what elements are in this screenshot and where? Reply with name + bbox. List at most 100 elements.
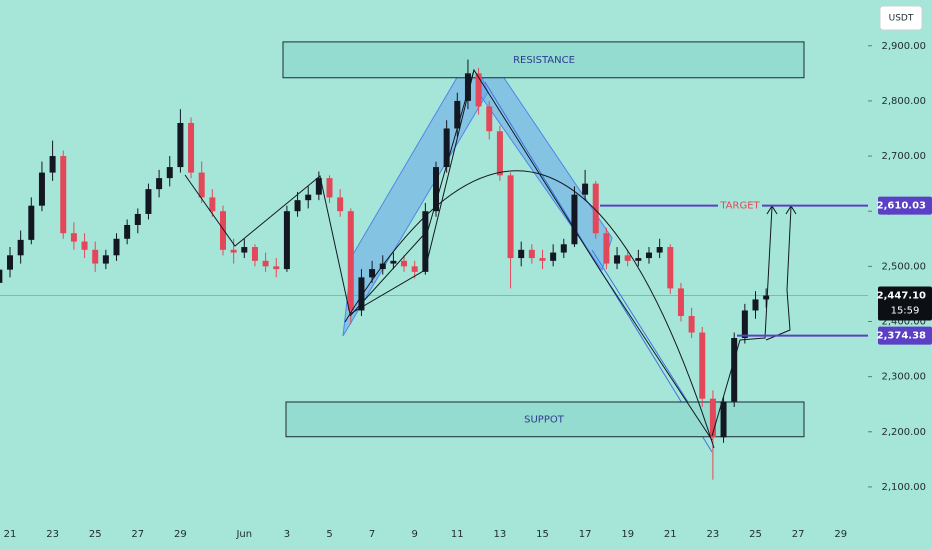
y-tick-label: 2,100.00 (881, 482, 926, 493)
x-tick-label: 21 (664, 529, 677, 540)
x-tick-label: 9 (412, 529, 418, 540)
candle-body (294, 200, 301, 212)
candle-body (614, 255, 621, 264)
candle-body (0, 269, 3, 283)
y-tick-label: 2,200.00 (881, 427, 926, 438)
candle-body (528, 249, 535, 259)
candle-body (145, 189, 152, 214)
candle-body (379, 263, 386, 270)
zone-label: SUPPOT (524, 414, 565, 425)
candle-body (326, 178, 333, 198)
candle-body (699, 332, 706, 399)
x-tick-label: 11 (451, 529, 464, 540)
currency: USDT (889, 14, 914, 24)
x-tick-label: 27 (792, 529, 805, 540)
candle-body (209, 197, 216, 212)
level-label-bg (718, 198, 762, 213)
candle-body (688, 315, 695, 333)
candle-body (166, 167, 173, 179)
candle-body (560, 244, 567, 253)
candle-body (220, 211, 226, 250)
y-tick-label: 2,400.00 (881, 316, 926, 327)
candle-body (124, 224, 131, 239)
zone (285, 401, 805, 438)
zigzag (349, 69, 475, 317)
x-tick-label: 23 (46, 529, 59, 540)
candle-body (571, 194, 578, 245)
candle-body (646, 252, 652, 259)
level-price-box (878, 326, 932, 345)
y-tick-label: 2,700.00 (881, 151, 926, 162)
candle-body (28, 205, 35, 240)
candle-body (518, 249, 525, 259)
zone (282, 41, 805, 79)
y-tick-label: 2,300.00 (881, 372, 926, 383)
candle-body (60, 156, 67, 234)
candle-body (582, 183, 589, 195)
x-tick-label: 29 (834, 529, 847, 540)
candle-body (241, 247, 248, 253)
candle-body (464, 73, 471, 101)
candle-body (251, 247, 258, 261)
candle-body (411, 266, 418, 272)
price-axis: 2,100.00 2,200.00 2,300.00 2,400.00 2,500.00… (4, 41, 932, 540)
candle-body (262, 260, 269, 267)
candle-body (92, 249, 99, 264)
candle-body (720, 401, 727, 438)
candle-body (17, 239, 24, 256)
candle-body (49, 156, 56, 173)
candle-body (603, 233, 610, 264)
candle-body (592, 183, 599, 234)
x-tick-label: 7 (369, 529, 375, 540)
candle-body (741, 310, 748, 339)
zigzag (184, 68, 713, 441)
candle-body (656, 247, 663, 253)
candle-body (731, 338, 738, 402)
y-tick-label: 2,900.00 (881, 41, 926, 52)
candle-body (113, 238, 120, 256)
candle-body (390, 260, 397, 264)
level-price-label: 2,374.38 (877, 331, 926, 342)
candle-body (443, 128, 450, 168)
candle-body (475, 73, 482, 107)
candle-body (177, 122, 184, 168)
countdown: 15:59 (891, 306, 920, 317)
candle-body (507, 175, 514, 259)
candle-body (667, 247, 674, 289)
candle-body (81, 241, 88, 250)
candle-body (539, 258, 546, 261)
candle-body (358, 277, 365, 311)
candle-body (635, 258, 642, 261)
candle-body (230, 249, 237, 253)
x-tick-label: 19 (621, 529, 634, 540)
currency-box (879, 5, 923, 31)
drawings-over: RESISTANCE SUPPOT TARGET (184, 55, 868, 449)
candle-body (454, 100, 461, 129)
candle-body (337, 197, 344, 212)
candle-body (624, 255, 631, 261)
x-tick-label: 17 (579, 529, 592, 540)
candle-body (486, 106, 493, 132)
candle-body (433, 167, 439, 212)
candle-body (496, 131, 503, 176)
candle-body (369, 269, 376, 278)
level-price-box (878, 196, 932, 215)
x-tick-label: 29 (174, 529, 187, 540)
candle-body (752, 299, 759, 311)
last-price-box (878, 286, 932, 321)
level-name: TARGET (719, 201, 760, 212)
x-tick-label: 15 (536, 529, 549, 540)
candle-body (198, 172, 205, 198)
candle-body (401, 260, 408, 267)
candle-body (283, 211, 290, 270)
level-price-label: 2,610.03 (877, 201, 926, 212)
x-tick-label: 25 (89, 529, 102, 540)
candle-body (70, 233, 77, 242)
candle-body (315, 178, 322, 195)
x-tick-label: 23 (707, 529, 720, 540)
y-tick-label: 2,800.00 (881, 96, 926, 107)
candle-body (305, 194, 312, 201)
x-tick-label: Jun (235, 529, 252, 540)
candle-body (763, 295, 770, 300)
